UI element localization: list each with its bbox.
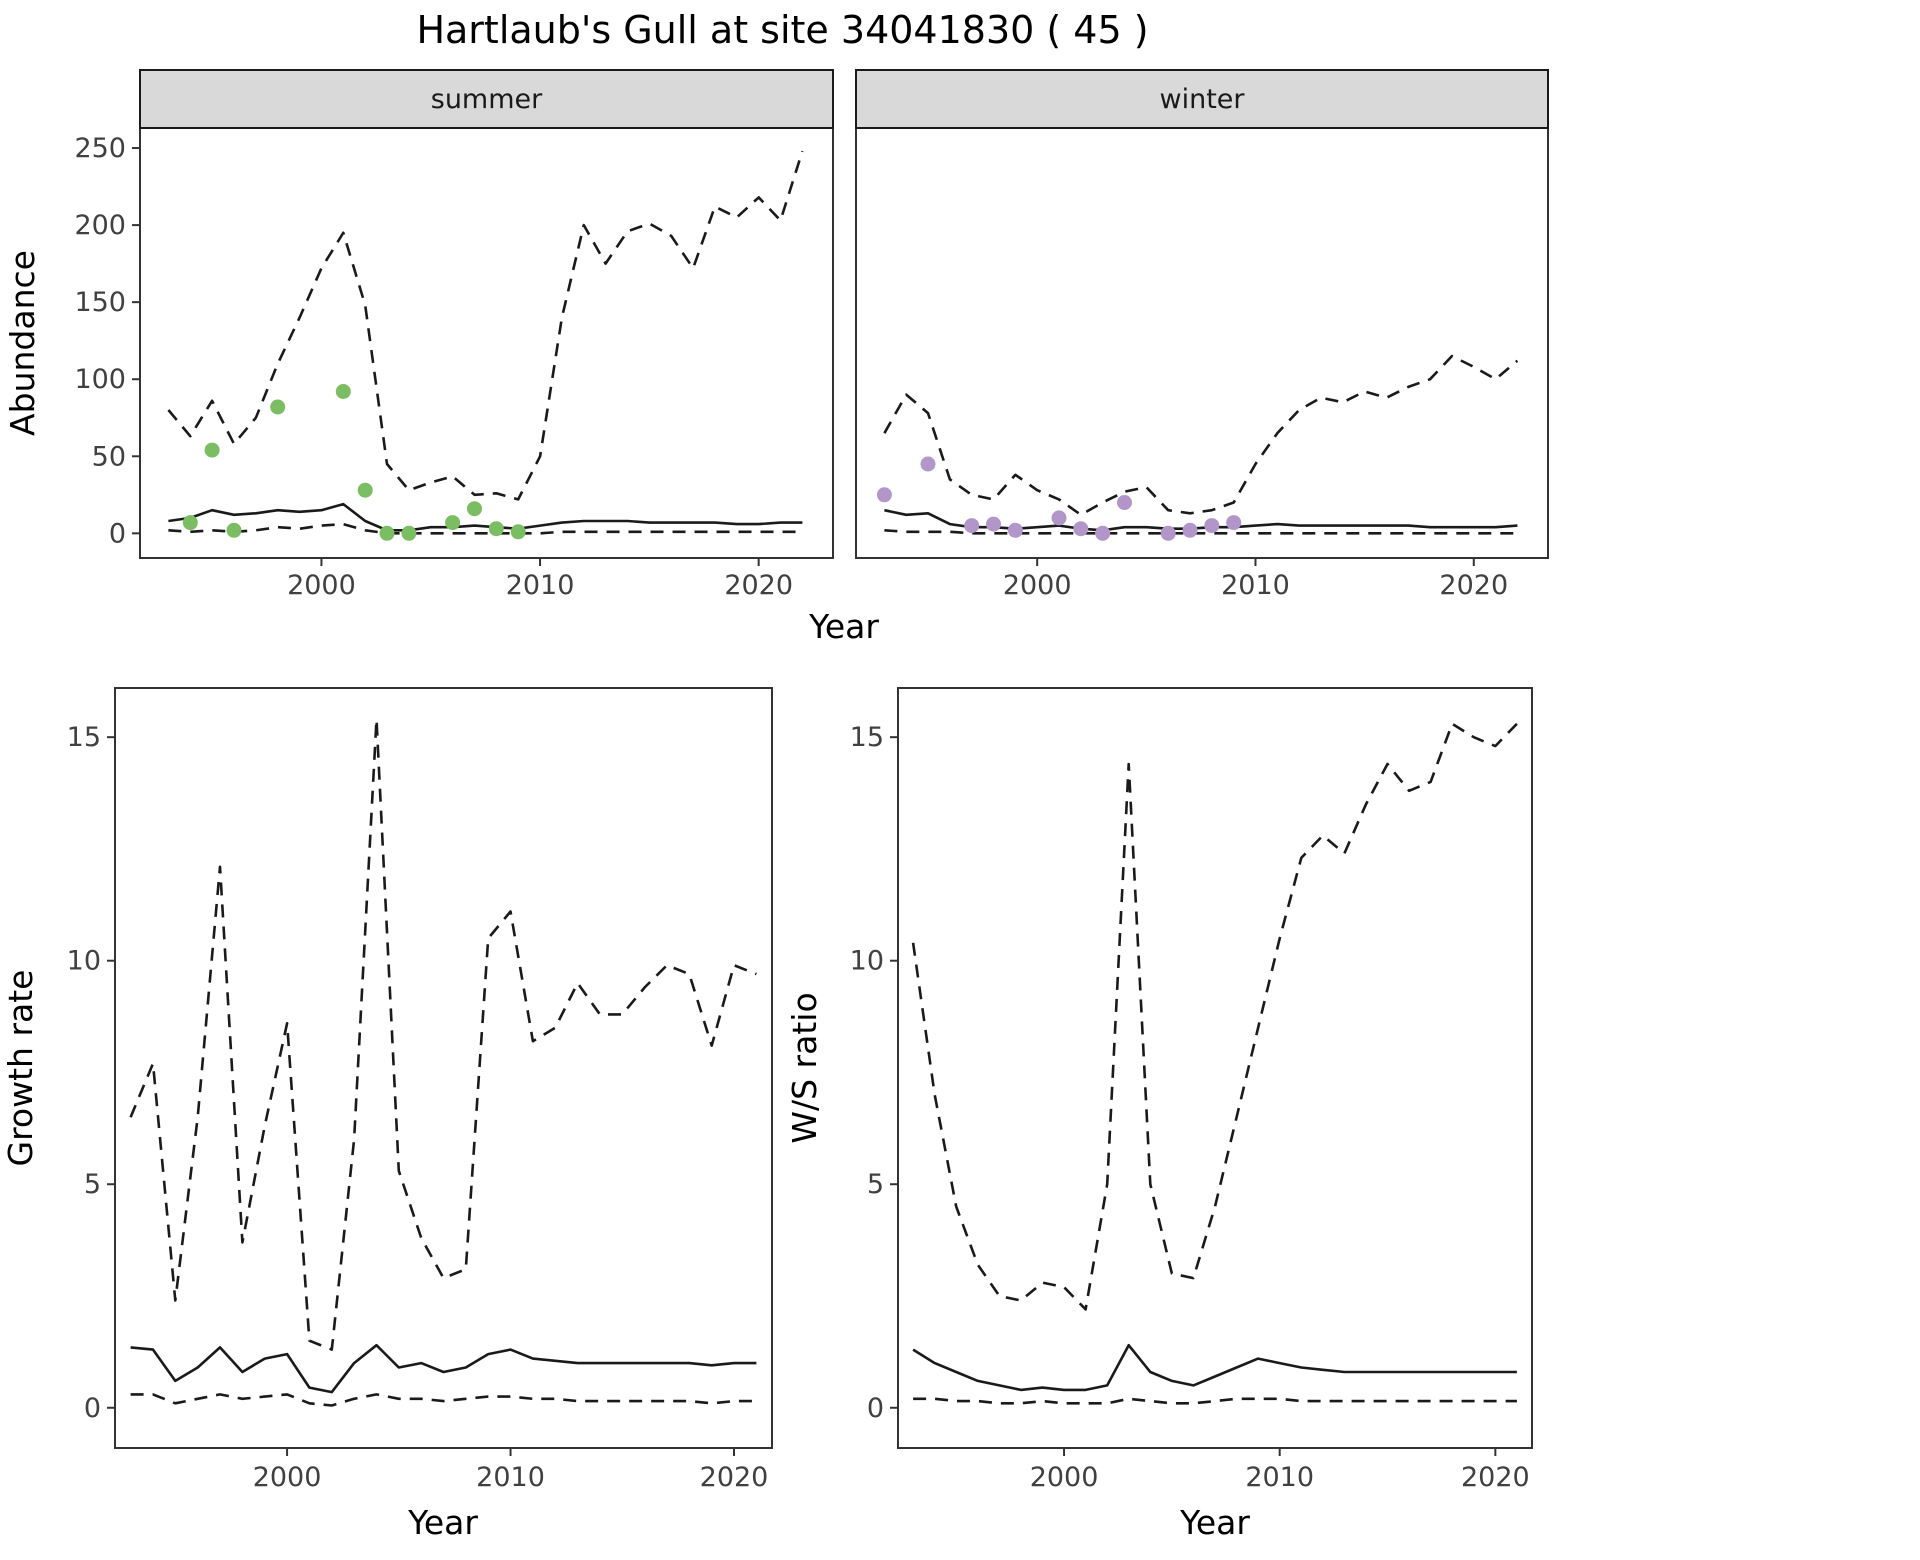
x-tick-label: 2010	[1245, 1462, 1314, 1493]
y-tick-label: 5	[84, 1169, 101, 1200]
x-tick-label: 2000	[287, 570, 356, 601]
abundance_summer-observed-point	[379, 525, 395, 541]
facet-strip-label: winter	[1160, 84, 1246, 115]
y-tick-label: 150	[74, 287, 126, 318]
y-tick-label: 100	[74, 364, 126, 395]
ws_ratio-median-line	[912, 1343, 1517, 1392]
ws_ratio-upper_ci-line	[911, 722, 1518, 1311]
ws_ratio-panel	[897, 687, 1533, 1449]
y-tick-label: 0	[84, 1393, 101, 1424]
abundance_summer-observed-point	[182, 515, 198, 531]
ws_ratio-y-axis-title: W/S ratio	[785, 992, 824, 1143]
abundance_winter-observed-point	[1051, 510, 1067, 526]
abundance_winter-upper_ci-line	[883, 354, 1519, 517]
facet-strip-summer	[139, 69, 834, 129]
x-tick-label: 2010	[506, 570, 575, 601]
abundance_winter-lower_ci-line	[884, 529, 1518, 535]
abundance_winter-observed-point	[1182, 522, 1198, 538]
abundance_summer-lower_ci-line	[168, 522, 803, 535]
y-tick-label: 200	[74, 210, 126, 241]
abundance_summer-observed-point	[467, 501, 482, 517]
abundance_summer-observed-point	[510, 524, 526, 540]
y-tick-label: 15	[67, 722, 101, 753]
y-tick-label: 250	[74, 133, 126, 164]
x-tick-label: 2000	[253, 1462, 322, 1493]
growth_rate-panel	[114, 687, 773, 1449]
y-tick-label: 5	[867, 1169, 884, 1200]
abundance_summer-upper_ci-line	[167, 150, 804, 501]
x-tick-label: 2020	[1461, 1462, 1530, 1493]
growth_rate-median-line	[130, 1343, 757, 1394]
abundance_winter-observed-point	[1073, 521, 1089, 537]
facet-strip-label: summer	[431, 84, 543, 115]
figure-title: Hartlaub's Gull at site 34041830 ( 45 )	[416, 8, 1149, 52]
growth_rate-x-axis-title: Year	[407, 1503, 478, 1542]
abundance_winter-panel	[855, 127, 1549, 559]
x-tick-label: 2020	[1439, 570, 1508, 601]
abundance_winter-observed-point	[986, 516, 1001, 532]
abundance_summer-observed-point	[335, 384, 351, 399]
growth_rate-y-axis-title: Growth rate	[1, 970, 40, 1167]
abundance_summer-observed-point	[270, 399, 286, 415]
x-tick-label: 2010	[476, 1462, 545, 1493]
y-tick-label: 50	[92, 441, 126, 472]
y-tick-label: 0	[109, 518, 126, 549]
abundance_summer-median-line	[168, 502, 803, 532]
facet-strip-winter	[855, 69, 1549, 129]
abundance_summer-observed-point	[357, 482, 373, 498]
abundance_summer-observed-point	[445, 515, 461, 531]
abundance_summer-y-axis-title: Abundance	[3, 250, 42, 436]
ws_ratio-x-axis-title: Year	[1179, 1503, 1250, 1542]
y-tick-label: 0	[867, 1393, 884, 1424]
abundance_winter-observed-point	[1095, 525, 1111, 541]
abundance_winter-observed-point	[1226, 515, 1242, 531]
x-tick-label: 2000	[1030, 1462, 1099, 1493]
y-tick-label: 15	[850, 722, 884, 753]
abundance_summer-x-axis-title: Year	[808, 607, 879, 646]
abundance_summer-observed-point	[488, 521, 504, 537]
x-tick-label: 2000	[1003, 570, 1072, 601]
abundance_winter-observed-point	[1117, 495, 1132, 510]
ws_ratio-lower_ci-line	[913, 1397, 1517, 1405]
abundance_winter-observed-point	[1160, 525, 1176, 541]
growth_rate-lower_ci-line	[130, 1393, 757, 1407]
abundance_summer-observed-point	[204, 442, 220, 458]
x-tick-label: 2020	[724, 570, 793, 601]
y-tick-label: 10	[850, 946, 884, 977]
x-tick-label: 2010	[1221, 570, 1290, 601]
abundance_winter-observed-point	[1007, 522, 1023, 538]
abundance_summer-observed-point	[226, 522, 242, 538]
abundance_winter-observed-point	[920, 456, 936, 472]
abundance_winter-observed-point	[1204, 518, 1220, 534]
abundance_winter-observed-point	[964, 518, 980, 534]
x-tick-label: 2020	[700, 1462, 769, 1493]
y-tick-label: 10	[67, 946, 101, 977]
abundance_summer-observed-point	[401, 525, 417, 541]
abundance_summer-panel	[139, 127, 834, 559]
abundance_winter-observed-point	[876, 487, 892, 503]
